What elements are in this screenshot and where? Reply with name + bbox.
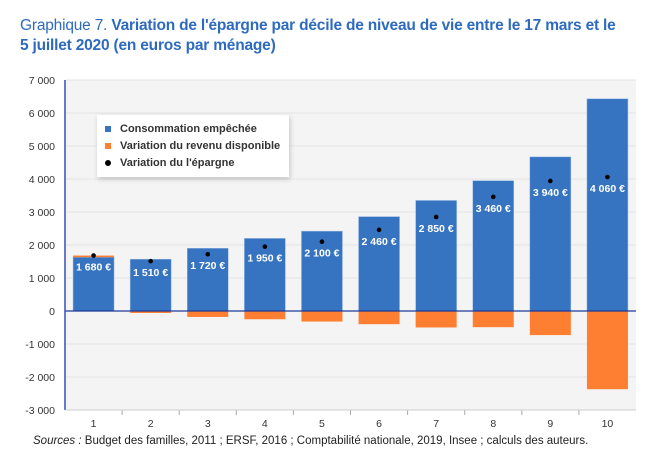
y-tick-label: 1 000	[29, 273, 55, 285]
bar-revenu	[472, 311, 514, 328]
x-tick-label: 7	[433, 418, 439, 430]
bar-consommation	[301, 230, 343, 312]
x-tick-label: 10	[602, 418, 614, 430]
y-tick-label: 5 000	[29, 141, 55, 153]
point-epargne	[262, 244, 268, 249]
data-label: 1 720 €	[190, 260, 225, 272]
legend-swatch-orange	[105, 143, 111, 149]
bar-revenu	[586, 311, 628, 390]
point-epargne	[605, 174, 610, 180]
x-tick-label: 8	[490, 418, 496, 430]
chart-title: Graphique 7. Variation de l'épargne par …	[20, 16, 620, 56]
point-epargne	[490, 194, 496, 200]
source-text: Budget des familles, 2011 ; ERSF, 2016 ;…	[84, 435, 589, 447]
y-tick-label: 2 000	[29, 240, 55, 252]
legend-dot-icon	[105, 160, 111, 166]
point-epargne	[91, 253, 96, 258]
data-label: 3 940 €	[533, 187, 568, 199]
bar-consommation	[358, 216, 400, 312]
legend: Consommation empêchée Variation du reven…	[97, 115, 289, 177]
x-tick-label: 6	[376, 418, 382, 430]
legend-swatch-blue	[105, 126, 111, 132]
bar-revenu	[529, 311, 571, 336]
data-label: 4 060 €	[590, 183, 625, 195]
x-tick-label: 1	[91, 418, 97, 430]
y-tick-label: -1 000	[25, 339, 55, 351]
data-label: 2 100 €	[304, 248, 339, 260]
y-tick-label: 4 000	[29, 174, 55, 186]
bar-revenu	[358, 311, 400, 325]
y-tick-label: 0	[49, 306, 55, 318]
bar-revenu	[301, 311, 343, 322]
x-tick-label: 4	[262, 418, 268, 430]
point-epargne	[433, 214, 439, 220]
title-main: Variation de l'épargne par décile de niv…	[20, 17, 616, 54]
source-note: Sources : Budget des familles, 2011 ; ER…	[33, 435, 588, 447]
data-label: 2 850 €	[419, 223, 454, 235]
x-tick-label: 5	[319, 418, 325, 430]
legend-item-epargne: Variation du l'épargne	[105, 157, 234, 169]
y-tick-label: 3 000	[29, 207, 55, 219]
data-label: 3 460 €	[476, 203, 511, 215]
legend-label: Variation du revenu disponible	[120, 140, 281, 152]
data-label: 2 460 €	[362, 236, 397, 248]
x-tick-label: 2	[148, 418, 154, 430]
bar-consommation	[187, 248, 229, 312]
bar-consommation	[586, 98, 629, 312]
legend-label: Consommation empêchée	[120, 123, 257, 135]
data-label: 1 510 €	[133, 267, 168, 279]
source-label: Sources :	[33, 435, 82, 447]
data-label: 1 680 €	[76, 262, 111, 274]
x-tick-label: 3	[205, 418, 211, 430]
bar-revenu	[415, 311, 457, 328]
point-epargne	[148, 258, 153, 264]
y-tick-label: 6 000	[29, 108, 55, 120]
y-tick-label: -3 000	[25, 405, 55, 417]
data-label: 1 950 €	[247, 253, 282, 265]
bar-consommation	[244, 238, 286, 312]
bar-revenu	[244, 311, 286, 320]
x-tick-label: 9	[547, 418, 553, 430]
point-epargne	[548, 178, 553, 184]
legend-item-revenu: Variation du revenu disponible	[105, 140, 280, 152]
title-prefix: Graphique 7.	[20, 17, 108, 34]
bar-consommation	[472, 180, 514, 312]
legend-label: Variation du l'épargne	[120, 157, 235, 169]
bar-consommation	[72, 256, 115, 312]
point-epargne	[205, 251, 211, 257]
y-tick-label: 7 000	[29, 75, 55, 87]
y-tick-label: -2 000	[25, 372, 55, 384]
legend-item-consommation: Consommation empêchée	[105, 123, 257, 135]
bar-revenu	[130, 311, 172, 313]
bar-revenu	[187, 311, 229, 317]
point-epargne	[319, 239, 325, 244]
point-epargne	[376, 227, 382, 233]
